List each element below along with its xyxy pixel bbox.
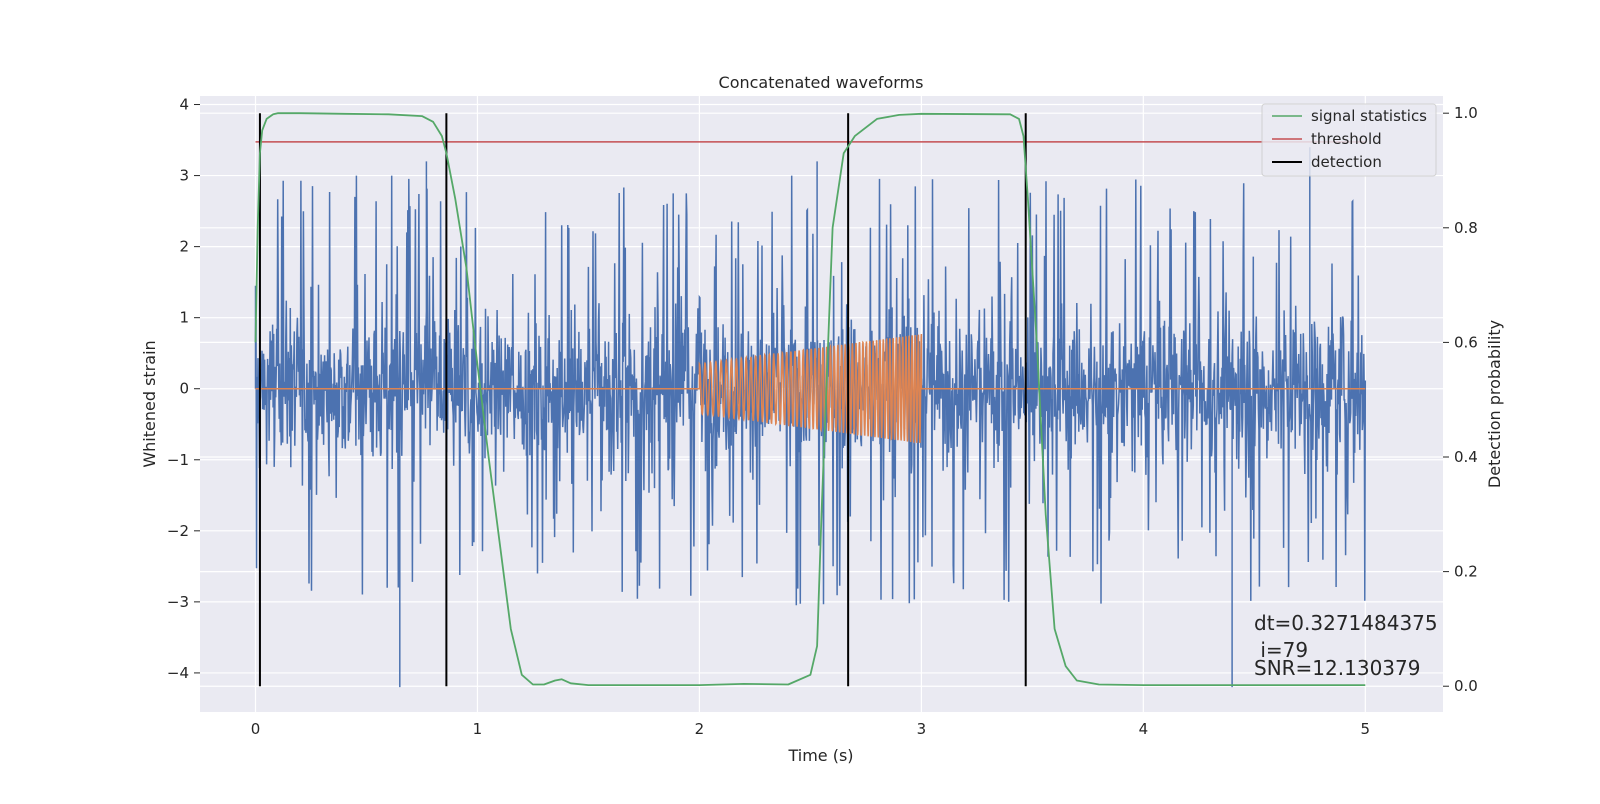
x-tick-label: 2 xyxy=(695,720,705,738)
x-tick-label: 0 xyxy=(251,720,261,738)
x-tick-label: 1 xyxy=(473,720,483,738)
y2-tick-label: 0.8 xyxy=(1454,219,1478,237)
annotation-index: i=79 xyxy=(1254,638,1308,662)
legend-box xyxy=(1261,103,1437,177)
y-tick-label: 4 xyxy=(179,96,189,114)
axis-ticks: 0 1 2 3 4 5 4 3 2 1 0 −1 −2 −3 −4 1.0 0.8 0.6 0.4 0.2 0.0 xyxy=(167,96,1478,738)
annotation-snr: SNR=12.130379 xyxy=(1254,656,1420,680)
chart-title: Concatenated waveforms xyxy=(719,73,924,92)
y-tick-label: 0 xyxy=(179,380,189,398)
y-tick-label: 1 xyxy=(179,309,189,327)
legend: signal statistics threshold detection xyxy=(1261,103,1437,177)
y2-axis-label: Detection probability xyxy=(1485,320,1504,488)
y2-tick-label: 0.0 xyxy=(1454,677,1478,695)
legend-label-detection: detection xyxy=(1311,153,1382,171)
y-axis-label: Whitened strain xyxy=(140,340,159,467)
series-signal-statistics xyxy=(254,112,1366,686)
y-tick-label: 2 xyxy=(179,238,189,256)
annotation-dt: dt=0.3271484375 xyxy=(1254,611,1438,635)
x-tick-label: 5 xyxy=(1361,720,1371,738)
y-tick-label: −4 xyxy=(167,664,189,682)
x-tick-label: 4 xyxy=(1139,720,1149,738)
x-tick-label: 3 xyxy=(917,720,927,738)
y2-tick-label: 1.0 xyxy=(1454,104,1478,122)
plot-content xyxy=(254,112,1367,688)
y2-tick-label: 0.2 xyxy=(1454,563,1478,581)
y-tick-label: 3 xyxy=(179,167,189,185)
x-axis-label: Time (s) xyxy=(787,746,853,765)
y-tick-label: −1 xyxy=(167,451,189,469)
y2-tick-label: 0.4 xyxy=(1454,448,1478,466)
legend-label-signal-statistics: signal statistics xyxy=(1311,107,1427,125)
y-tick-label: −3 xyxy=(167,593,189,611)
y2-tick-label: 0.6 xyxy=(1454,333,1478,351)
series-injected-chirp xyxy=(255,333,1366,444)
y-tick-label: −2 xyxy=(167,522,189,540)
legend-label-threshold: threshold xyxy=(1311,130,1382,148)
